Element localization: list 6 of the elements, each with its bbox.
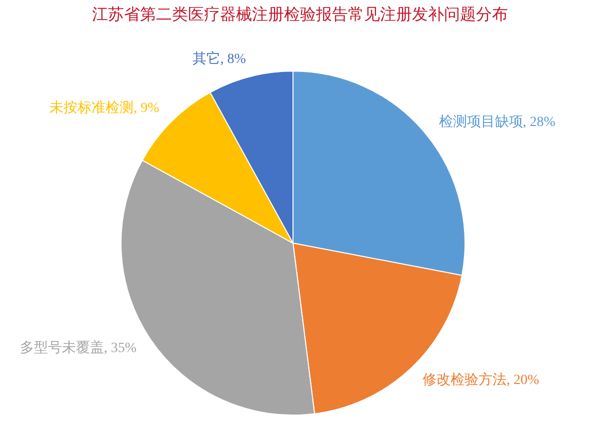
- slice-label: 其它, 8%: [192, 50, 246, 69]
- chart-title: 江苏省第二类医疗器械注册检验报告常见注册发补问题分布: [92, 6, 508, 24]
- slice-label: 未按标准检测, 9%: [50, 100, 160, 118]
- slice-label: 检测项目缺项, 28%: [438, 113, 556, 132]
- slice-label: 修改检验方法, 20%: [422, 372, 540, 390]
- slice-label: 多型号未覆盖, 35%: [20, 340, 137, 358]
